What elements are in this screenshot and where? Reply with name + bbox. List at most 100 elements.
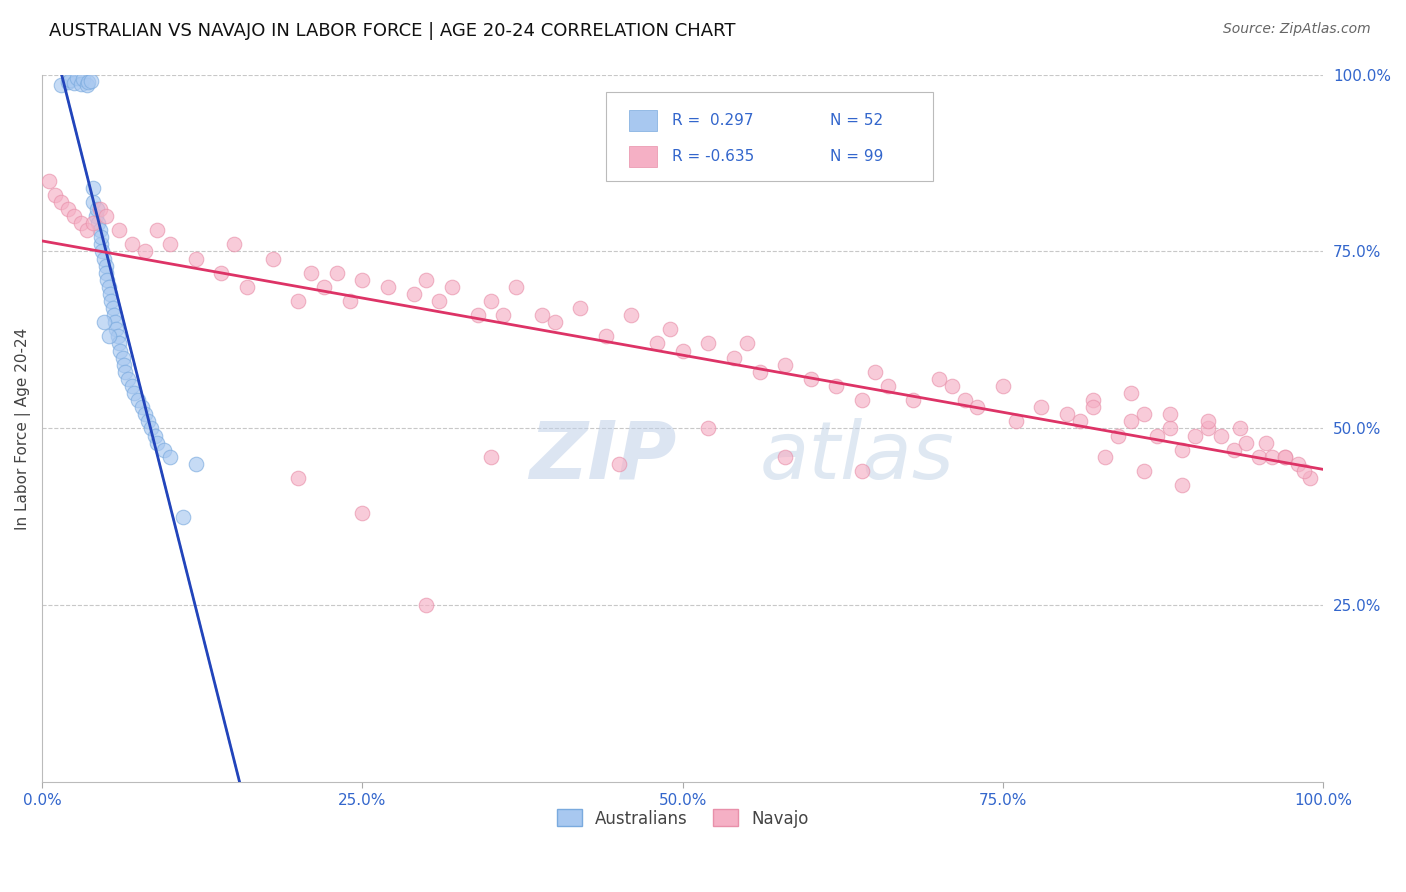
Point xyxy=(84,209,107,223)
Point xyxy=(620,308,643,322)
Point xyxy=(402,287,425,301)
Point xyxy=(139,421,162,435)
Point xyxy=(1209,428,1232,442)
Point xyxy=(479,450,502,464)
Point xyxy=(1056,407,1078,421)
Point xyxy=(89,202,111,216)
Point xyxy=(184,252,207,266)
Point xyxy=(124,386,146,401)
Point xyxy=(1261,450,1284,464)
Point xyxy=(991,379,1014,393)
Point xyxy=(851,464,873,478)
Point xyxy=(543,315,565,329)
Point xyxy=(505,280,527,294)
Point xyxy=(1249,450,1271,464)
Point xyxy=(1146,428,1168,442)
Point xyxy=(1107,428,1129,442)
Point xyxy=(595,329,617,343)
Point xyxy=(903,393,925,408)
Point xyxy=(1004,414,1026,428)
Point xyxy=(103,308,125,322)
Point xyxy=(97,280,120,294)
Point xyxy=(530,308,553,322)
Point xyxy=(262,252,284,266)
Point xyxy=(117,372,139,386)
Point xyxy=(427,293,450,308)
Point xyxy=(76,78,98,92)
Point xyxy=(1159,421,1181,435)
Point xyxy=(96,266,118,280)
Point xyxy=(110,343,132,358)
Text: R = -0.635: R = -0.635 xyxy=(672,149,755,164)
Point xyxy=(441,280,464,294)
Point xyxy=(1197,421,1219,435)
Point xyxy=(1286,457,1309,471)
Point xyxy=(863,365,886,379)
Point xyxy=(98,287,121,301)
Point xyxy=(51,194,73,209)
Point xyxy=(1031,401,1053,415)
Point xyxy=(467,308,489,322)
Point xyxy=(569,301,592,315)
Point xyxy=(184,457,207,471)
Point xyxy=(1184,428,1206,442)
Point xyxy=(1274,450,1296,464)
Point xyxy=(146,223,169,237)
Point xyxy=(928,372,950,386)
Point xyxy=(1171,442,1194,457)
Point xyxy=(1159,407,1181,421)
Point xyxy=(66,71,89,86)
Legend: Australians, Navajo: Australians, Navajo xyxy=(550,803,815,834)
FancyBboxPatch shape xyxy=(628,110,657,131)
Point xyxy=(876,379,898,393)
Point xyxy=(1119,414,1142,428)
Point xyxy=(415,273,437,287)
Point xyxy=(107,329,129,343)
Point xyxy=(104,315,127,329)
Point xyxy=(1133,464,1156,478)
Point xyxy=(172,510,194,524)
Point xyxy=(735,336,758,351)
Point xyxy=(492,308,515,322)
Point xyxy=(76,223,98,237)
Point xyxy=(51,78,73,92)
Point xyxy=(100,293,122,308)
Point xyxy=(105,322,128,336)
Point xyxy=(56,74,79,88)
Point xyxy=(131,401,153,415)
Point xyxy=(352,507,374,521)
Text: N = 52: N = 52 xyxy=(830,112,883,128)
Point xyxy=(415,599,437,613)
Point xyxy=(82,181,104,195)
Point xyxy=(89,223,111,237)
Point xyxy=(63,209,86,223)
Point xyxy=(1254,435,1277,450)
Point xyxy=(287,293,309,308)
Point xyxy=(645,336,668,351)
Point xyxy=(299,266,322,280)
Point xyxy=(1069,414,1091,428)
Point xyxy=(134,407,156,421)
Point xyxy=(127,393,149,408)
Point xyxy=(138,414,160,428)
Point xyxy=(44,187,66,202)
Point xyxy=(1081,401,1104,415)
Point xyxy=(773,450,796,464)
Point xyxy=(658,322,681,336)
Point xyxy=(773,358,796,372)
Point xyxy=(56,202,79,216)
Point xyxy=(1229,421,1251,435)
Point xyxy=(108,336,131,351)
Point xyxy=(146,435,169,450)
Point xyxy=(90,230,112,244)
Point xyxy=(339,293,361,308)
Point xyxy=(63,76,86,90)
Point xyxy=(97,329,120,343)
Point xyxy=(59,73,82,87)
Point xyxy=(96,273,118,287)
Point xyxy=(697,336,720,351)
Point xyxy=(121,379,143,393)
Point xyxy=(607,457,630,471)
Point xyxy=(69,77,91,91)
Point xyxy=(1081,393,1104,408)
